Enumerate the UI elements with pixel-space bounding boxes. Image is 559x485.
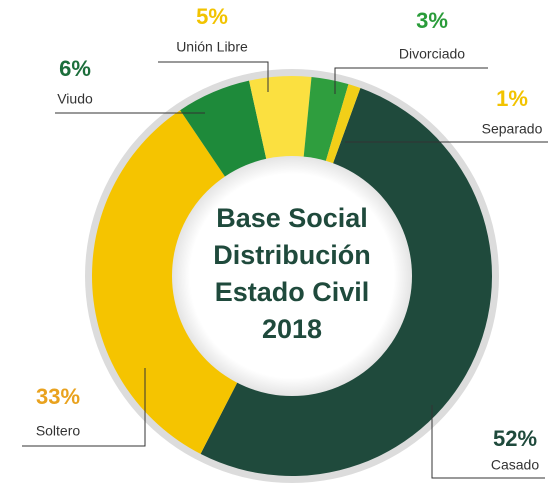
chart-title: Base Social (216, 203, 368, 233)
leader-line (158, 61, 269, 92)
category-label: Soltero (36, 423, 81, 439)
leader-line (22, 368, 146, 447)
slice (249, 76, 312, 161)
slice (303, 76, 349, 163)
category-label: Casado (491, 457, 539, 473)
value-label: 3% (416, 8, 448, 33)
chart-title: 2018 (262, 314, 322, 344)
inner-hole (172, 156, 412, 396)
slice (325, 84, 361, 166)
value-label: 52% (493, 426, 537, 451)
category-label: Divorciado (399, 46, 465, 62)
slice (200, 88, 493, 477)
value-label: 33% (36, 384, 80, 409)
category-label: Unión Libre (176, 39, 248, 55)
chart-title: Distribución (213, 240, 371, 270)
slice (92, 110, 239, 454)
value-label: 6% (59, 56, 91, 81)
chart-title: Estado Civil (215, 277, 370, 307)
category-label: Viudo (57, 91, 93, 107)
slice (180, 80, 267, 179)
value-label: 1% (496, 86, 528, 111)
leader-line (334, 67, 488, 94)
category-label: Separado (482, 121, 543, 137)
value-label: 5% (196, 4, 228, 29)
leader-line (431, 405, 545, 479)
